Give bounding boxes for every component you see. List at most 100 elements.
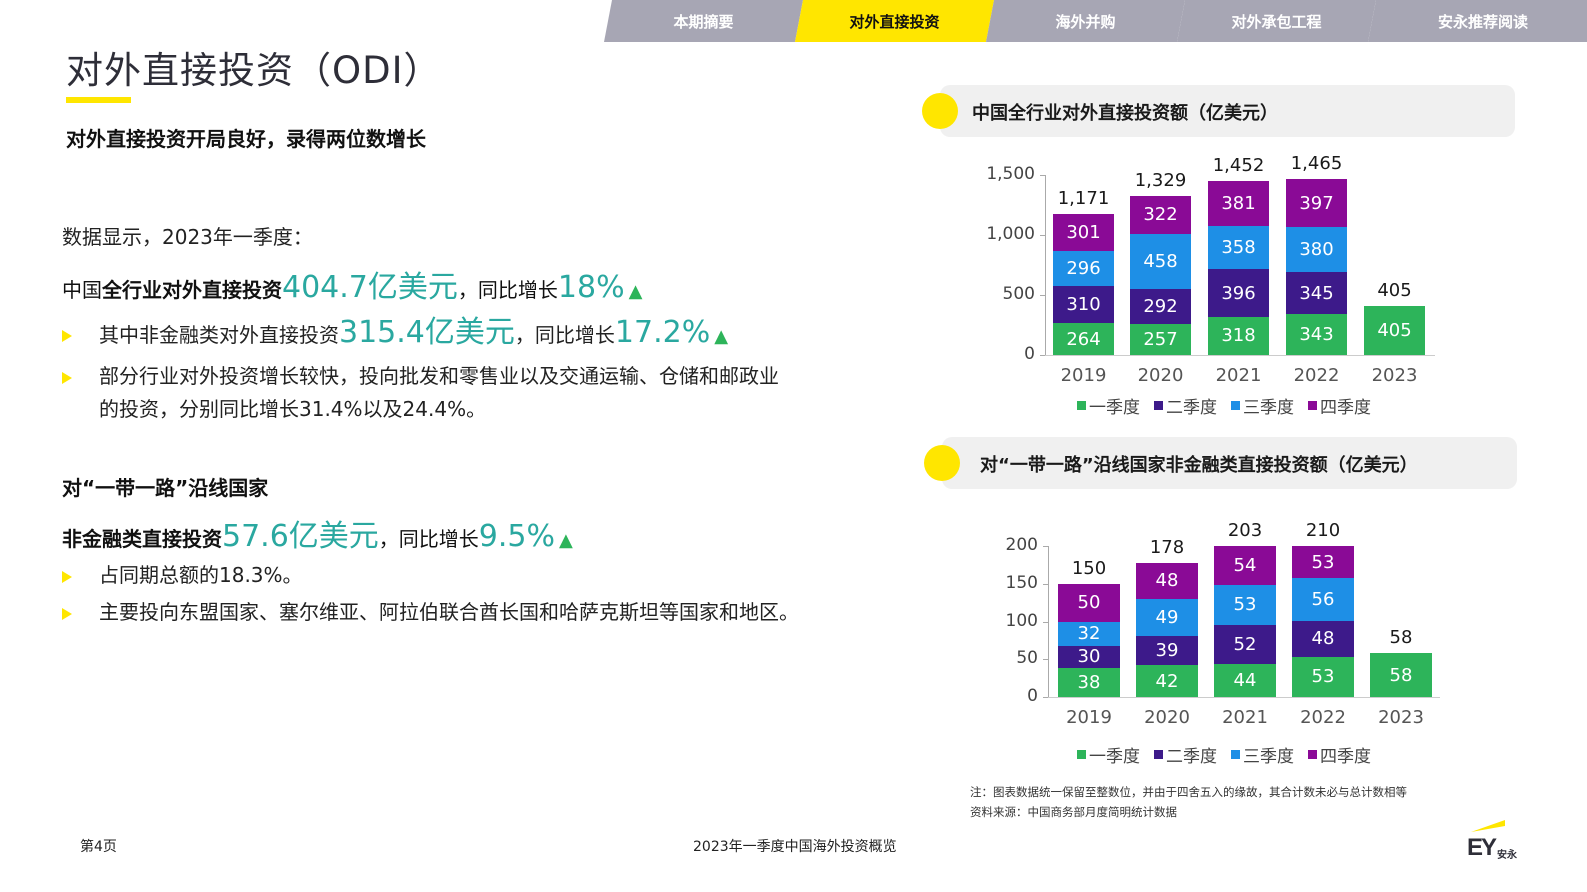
bar-segment-2022-q4: 53 — [1292, 546, 1354, 579]
x-tick-label: 2020 — [1144, 707, 1190, 728]
x-tick-label: 2021 — [1215, 365, 1262, 386]
y-tick — [1040, 355, 1045, 356]
tab-overseas-ma[interactable]: 海外并购 — [986, 0, 1185, 42]
bar-total-label: 1,465 — [1290, 153, 1343, 175]
bar-segment-2019-q1: 264 — [1053, 323, 1114, 355]
up-arrow-icon: ▲ — [628, 281, 643, 302]
legend-item: 二季度 — [1154, 742, 1217, 767]
x-tick-label: 2020 — [1137, 365, 1184, 386]
y-axis — [1048, 546, 1049, 697]
chart-note: 注：图表数据统一保留至整数位，并由于四舍五入的缘故，其合计数未必与总计数相等 — [970, 785, 1407, 799]
page-subtitle: 对外直接投资开局良好，录得两位数增长 — [66, 127, 426, 151]
bar-segment-2020-q1: 257 — [1130, 324, 1191, 355]
legend-swatch-icon — [1308, 750, 1317, 759]
legend-item: 一季度 — [1077, 393, 1140, 418]
y-tick-label: 150 — [1005, 572, 1038, 593]
legend-swatch-icon — [1077, 750, 1086, 759]
bar-segment-2021-q2: 396 — [1208, 269, 1269, 317]
ey-beam-icon — [1471, 820, 1505, 832]
y-tick-label: 200 — [1005, 535, 1038, 555]
belt-road-growth-pct: 9.5% — [478, 519, 556, 554]
bar-total-label: 178 — [1149, 536, 1185, 558]
odi-amount: 404.7亿美元 — [282, 270, 458, 305]
report-title: 2023年一季度中国海外投资概览 — [693, 839, 897, 855]
y-tick — [1040, 295, 1045, 296]
belt-road-amount: 57.6亿美元 — [222, 519, 379, 554]
section-tabs: 本期摘要 对外直接投资 海外并购 对外承包工程 安永推荐阅读 — [604, 0, 1587, 42]
bullet-arrow-icon — [62, 372, 72, 384]
bar-segment-2021-q2: 52 — [1214, 624, 1276, 664]
bar-segment-2020-q1: 42 — [1136, 665, 1198, 697]
bar-segment-2019-q4: 301 — [1053, 214, 1114, 251]
bar-segment-2020-q4: 322 — [1130, 195, 1191, 235]
y-tick — [1043, 583, 1048, 585]
tab-contracting[interactable]: 对外承包工程 — [1177, 0, 1376, 42]
legend-item: 二季度 — [1154, 393, 1217, 418]
legend-item: 一季度 — [1077, 742, 1140, 767]
bar-segment-2022-q3: 56 — [1292, 578, 1354, 621]
bar-segment-2021-q4: 54 — [1214, 546, 1276, 585]
y-tick — [1043, 621, 1048, 623]
bar-segment-2022-q3: 380 — [1286, 226, 1347, 273]
y-tick-label: 100 — [1005, 610, 1038, 631]
odi-growth-pct: 18% — [557, 270, 625, 305]
bar-total-label: 210 — [1305, 520, 1341, 541]
x-tick-label: 2022 — [1293, 365, 1340, 386]
bar-segment-2020-q4: 48 — [1136, 562, 1198, 599]
bar-segment-2021-q3: 53 — [1214, 584, 1276, 625]
bar-total-label: 1,452 — [1212, 154, 1265, 176]
page-number: 第4页 — [80, 839, 117, 855]
bar-segment-2021-q3: 358 — [1208, 226, 1269, 270]
bar-segment-2021-q1: 318 — [1208, 316, 1269, 355]
bar-segment-2023-q1: 405 — [1364, 306, 1425, 355]
y-tick-label: 500 — [1002, 284, 1035, 304]
bullet-arrow-icon — [62, 571, 72, 583]
x-tick-label: 2023 — [1371, 365, 1418, 386]
bar-segment-2020-q3: 458 — [1130, 234, 1191, 290]
bar-total-label: 58 — [1389, 627, 1413, 649]
bar-segment-2019-q4: 50 — [1058, 583, 1120, 622]
y-tick — [1040, 175, 1045, 176]
y-tick-label: 50 — [1016, 648, 1038, 669]
bullet-arrow-icon — [62, 330, 72, 342]
headline-all-industry: 中国全行业对外直接投资404.7亿美元，同比增长18% ▲ — [62, 270, 643, 305]
bar-segment-2020-q2: 292 — [1130, 289, 1191, 325]
legend-swatch-icon — [1154, 750, 1163, 759]
belt-road-heading: 对“一带一路”沿线国家 — [62, 476, 269, 500]
data-source: 资料来源：中国商务部月度简明统计数据 — [970, 805, 1177, 819]
bar-segment-2019-q1: 38 — [1058, 668, 1120, 697]
tab-recommended-reading[interactable]: 安永推荐阅读 — [1368, 0, 1587, 42]
bar-segment-2020-q3: 49 — [1136, 598, 1198, 636]
bar-segment-2021-q4: 381 — [1208, 180, 1269, 227]
legend-item: 三季度 — [1231, 742, 1294, 767]
legend-item: 四季度 — [1308, 393, 1371, 418]
up-arrow-icon: ▲ — [714, 326, 729, 347]
chart-legend: 一季度 二季度 三季度 四季度 — [1077, 742, 1371, 767]
y-axis — [1045, 175, 1046, 355]
legend-swatch-icon — [1231, 750, 1240, 759]
bar-total-label: 150 — [1071, 557, 1107, 579]
tab-odi[interactable]: 对外直接投资 — [795, 0, 994, 42]
title-underline — [66, 97, 131, 103]
bar-segment-2019-q3: 296 — [1053, 250, 1114, 287]
bar-segment-2023-q1: 58 — [1370, 653, 1432, 697]
x-tick-label: 2021 — [1222, 707, 1268, 728]
y-tick-label: 1,000 — [986, 224, 1035, 244]
x-axis — [1048, 697, 1440, 698]
legend-swatch-icon — [1077, 401, 1086, 410]
legend-item: 三季度 — [1231, 393, 1294, 418]
bar-segment-2022-q1: 53 — [1292, 656, 1354, 697]
legend-swatch-icon — [1154, 401, 1163, 410]
bar-total-label: 1,329 — [1134, 169, 1187, 191]
tab-summary[interactable]: 本期摘要 — [604, 0, 803, 42]
bar-segment-2019-q3: 32 — [1058, 621, 1120, 646]
bar-segment-2020-q2: 39 — [1136, 635, 1198, 666]
y-tick-label: 1,500 — [986, 164, 1035, 184]
page-title: 对外直接投资（ODI） — [66, 49, 442, 92]
chart2-header: 对“一带一路”沿线国家非金融类直接投资额（亿美元） — [924, 437, 1517, 489]
y-tick — [1043, 659, 1048, 661]
x-tick-label: 2022 — [1300, 707, 1346, 728]
ey-logo: EY 安永 — [1465, 818, 1525, 862]
yellow-dot-icon — [922, 93, 958, 129]
legend-swatch-icon — [1231, 401, 1240, 410]
